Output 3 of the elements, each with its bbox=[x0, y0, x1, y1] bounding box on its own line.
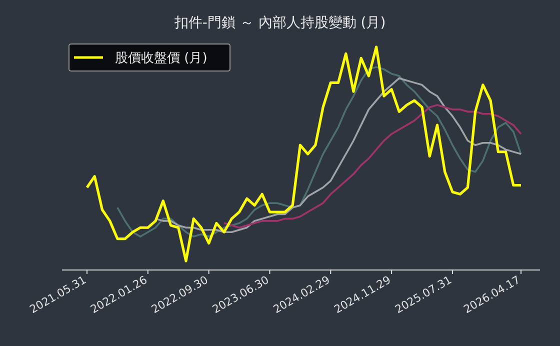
title: 扣件-門鎖 ～ 內部人持股變動 (月) bbox=[174, 15, 386, 31]
legend: 股價收盤價 (月) bbox=[68, 44, 230, 72]
legend-label: 股價收盤價 (月) bbox=[115, 51, 208, 66]
